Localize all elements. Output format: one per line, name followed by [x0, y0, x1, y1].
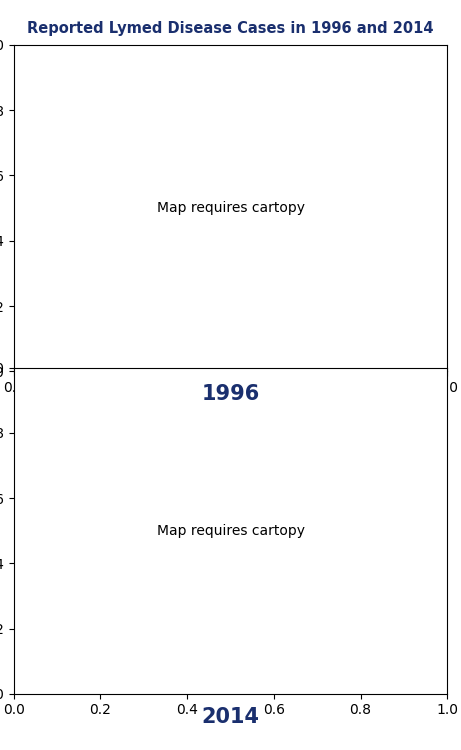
Text: 1996: 1996 — [201, 385, 260, 404]
Text: 2014: 2014 — [201, 707, 260, 727]
Text: Map requires cartopy: Map requires cartopy — [156, 201, 305, 215]
Text: Reported Lymed Disease Cases in 1996 and 2014: Reported Lymed Disease Cases in 1996 and… — [27, 21, 434, 36]
Text: Map requires cartopy: Map requires cartopy — [156, 524, 305, 538]
